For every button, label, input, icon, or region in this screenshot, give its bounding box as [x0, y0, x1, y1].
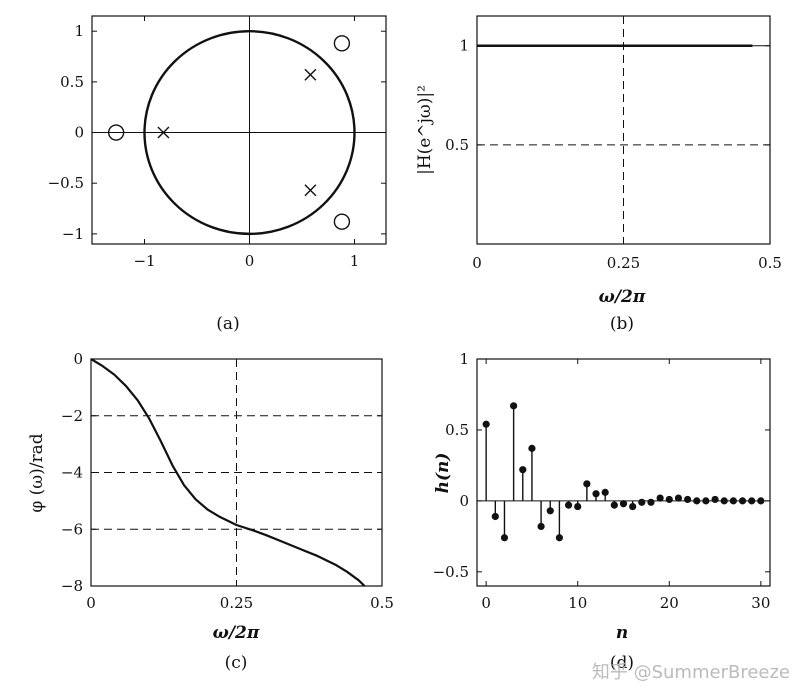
- stem-marker: [537, 522, 545, 531]
- panel-a-xtick-label: 0: [245, 252, 255, 270]
- stem-marker: [638, 498, 646, 506]
- panel-d-xtick-label: 0: [481, 594, 491, 612]
- stem-marker: [482, 420, 490, 428]
- pole-marker: [304, 184, 317, 197]
- stem-marker: [610, 501, 618, 509]
- stem-marker: [592, 490, 600, 498]
- panel-d-xlabel: n: [616, 623, 628, 643]
- pole-marker-stroke: [304, 68, 317, 81]
- panel-a-ytick-label: 0.5: [60, 73, 84, 91]
- caption-a: (a): [216, 314, 239, 334]
- panel-a-xtick-label: 1: [350, 252, 360, 270]
- zero-marker: [107, 124, 125, 141]
- panel-d-ylabel: h(n): [433, 453, 453, 494]
- panel-a-ytick-label: 0: [74, 124, 84, 142]
- stem-marker: [656, 494, 664, 502]
- watermark: 知乎 @SummerBreeze: [592, 662, 790, 683]
- panel-c-xtick-label: 0.25: [220, 594, 253, 612]
- stem-marker: [748, 497, 756, 505]
- stem-marker: [528, 444, 536, 452]
- stem-marker: [546, 507, 554, 515]
- panel-a-ytick-label: −0.5: [48, 174, 84, 192]
- stem-marker: [683, 495, 692, 504]
- panel-c-xtick-label: 0: [86, 594, 96, 612]
- panel-d-ytick-label: 0: [459, 492, 469, 510]
- panel-b-magnitude-plot: 0 0.25 0.5 1 0.5: [445, 15, 782, 272]
- panel-b-xtick-label: 0.25: [607, 254, 640, 272]
- panel-d-xtick-label: 10: [568, 594, 587, 612]
- pole-marker-stroke: [304, 184, 317, 197]
- zero-marker: [333, 35, 351, 52]
- stem-marker: [711, 495, 719, 504]
- stem-marker: [702, 497, 710, 505]
- panel-b-xtick-label: 0: [472, 254, 482, 272]
- phase-line: [90, 358, 366, 587]
- panel-d-ytick-label: −0.5: [433, 563, 469, 581]
- stem-marker: [491, 512, 499, 521]
- panel-c-xtick-label: 0.5: [370, 594, 394, 612]
- panel-c-ytick-label: −4: [61, 464, 83, 482]
- stem-marker: [510, 402, 518, 410]
- stem-marker: [738, 497, 747, 505]
- stem-marker: [555, 534, 564, 542]
- panel-d-ytick-label: 1: [459, 350, 469, 368]
- pole-marker: [304, 68, 317, 81]
- panel-d-xtick-label: 30: [751, 594, 770, 612]
- stem-marker: [601, 488, 609, 496]
- stem-marker: [720, 497, 728, 505]
- stem-marker: [583, 480, 591, 488]
- panel-d-ytick-label: 0.5: [445, 421, 469, 439]
- stem-marker: [647, 498, 655, 506]
- stem-marker: [693, 497, 701, 505]
- panel-d-impulse-response-plot: 0 10 20 30 1 0.5 0 −0.5: [433, 350, 771, 612]
- stem-marker: [564, 501, 573, 509]
- panel-c-xlabel: ω/2π: [213, 623, 260, 643]
- pole-marker-stroke: [157, 126, 170, 139]
- panel-a-ytick-label: 1: [74, 22, 84, 40]
- panel-b-xtick-label: 0.5: [758, 254, 782, 272]
- stem-marker: [519, 466, 527, 474]
- panel-a-xtick-label: −1: [133, 252, 155, 270]
- stem-marker: [729, 497, 737, 505]
- panel-a-ytick-label: −1: [62, 225, 84, 243]
- panel-d-xtick-label: 20: [660, 594, 679, 612]
- panel-c-ytick-label: −6: [61, 520, 83, 538]
- panel-b-xlabel: ω/2π: [599, 287, 646, 307]
- zero-marker: [333, 213, 351, 230]
- caption-b: (b): [610, 314, 634, 334]
- stem-marker: [674, 494, 683, 502]
- panel-c-ytick-label: 0: [73, 350, 83, 368]
- stem-marker: [665, 495, 673, 504]
- stem-marker: [619, 500, 628, 508]
- panel-b-ylabel: |H(e^jω)|²: [415, 85, 435, 175]
- panel-b-ytick-label: 1: [459, 37, 469, 55]
- caption-c: (c): [225, 653, 248, 673]
- stem-marker: [500, 534, 509, 542]
- panel-c-ylabel: φ (ω)/rad: [27, 433, 47, 512]
- stem-marker: [629, 502, 637, 511]
- panel-c-phase-plot: 0 0.25 0.5 0 −2 −4 −6 −8: [61, 350, 394, 612]
- panel-a-frame: [91, 15, 387, 245]
- stem-marker: [574, 502, 582, 511]
- panel-a-pole-zero-plot: −1 0 1 1 0.5 0 −0.5 −1: [48, 15, 387, 270]
- unit-circle: [143, 30, 356, 236]
- panel-b-frame: [476, 15, 771, 245]
- panel-c-ytick-label: −2: [61, 407, 83, 425]
- stem-marker: [757, 497, 765, 505]
- panel-b-ytick-label: 0.5: [445, 136, 469, 154]
- pole-marker: [157, 126, 170, 139]
- panel-d-frame: [476, 358, 771, 587]
- panel-c-ytick-label: −8: [61, 577, 83, 595]
- caption-d: (d): [610, 653, 634, 673]
